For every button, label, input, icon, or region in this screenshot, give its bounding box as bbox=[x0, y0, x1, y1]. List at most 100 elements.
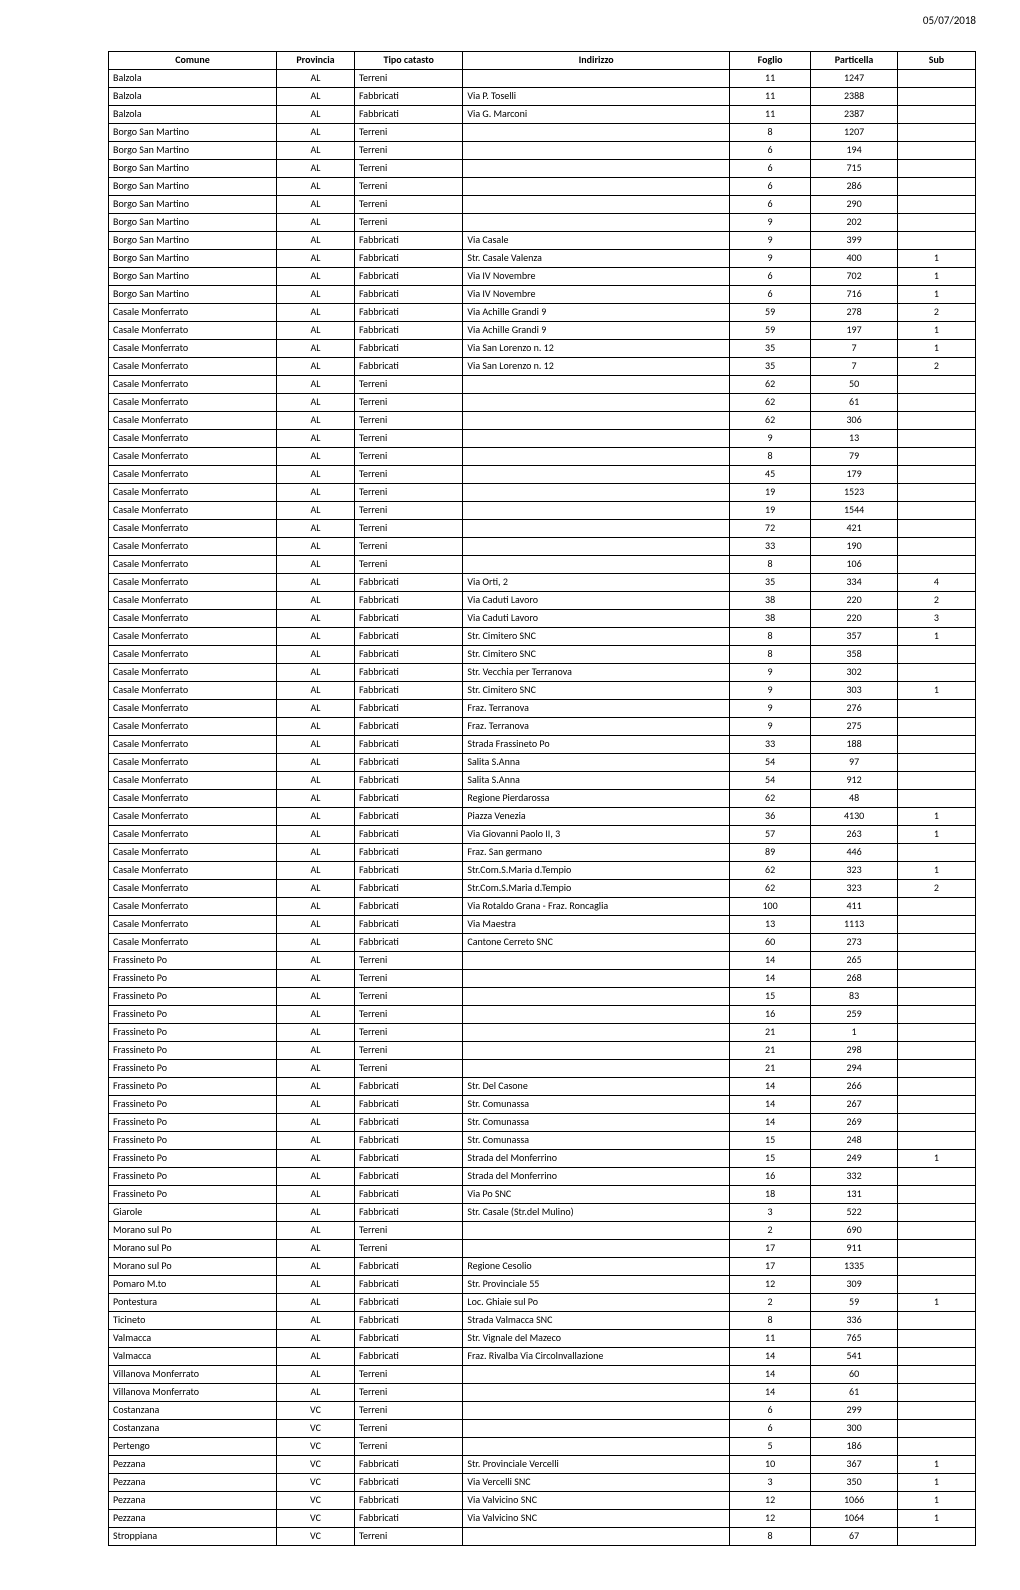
table-cell: 97 bbox=[811, 754, 898, 772]
table-cell bbox=[897, 1006, 975, 1024]
table-cell: Fraz. Terranova bbox=[463, 718, 730, 736]
table-cell: 61 bbox=[811, 1384, 898, 1402]
table-cell: 1544 bbox=[811, 502, 898, 520]
table-row: StroppianaVCTerreni867 bbox=[109, 1528, 976, 1546]
table-cell: 83 bbox=[811, 988, 898, 1006]
table-row: Casale MonferratoALFabbricatiVia San Lor… bbox=[109, 358, 976, 376]
table-cell: 10 bbox=[729, 1456, 810, 1474]
table-cell: Str. Casale Valenza bbox=[463, 250, 730, 268]
table-cell bbox=[897, 1132, 975, 1150]
table-cell bbox=[897, 1384, 975, 1402]
table-cell: 259 bbox=[811, 1006, 898, 1024]
table-cell: AL bbox=[276, 394, 354, 412]
table-cell: 13 bbox=[729, 916, 810, 934]
table-row: CostanzanaVCTerreni6299 bbox=[109, 1402, 976, 1420]
table-row: Frassineto PoALFabbricatiStrada del Monf… bbox=[109, 1150, 976, 1168]
table-cell: 446 bbox=[811, 844, 898, 862]
table-row: Casale MonferratoALFabbricatiVia Giovann… bbox=[109, 826, 976, 844]
table-cell: Fabbricati bbox=[354, 232, 462, 250]
table-cell: 1 bbox=[897, 826, 975, 844]
table-cell: 7 bbox=[811, 358, 898, 376]
table-cell: 9 bbox=[729, 250, 810, 268]
table-cell: 303 bbox=[811, 682, 898, 700]
table-row: Borgo San MartinoALTerreni6715 bbox=[109, 160, 976, 178]
table-cell: 1 bbox=[897, 808, 975, 826]
table-cell: VC bbox=[276, 1528, 354, 1546]
table-cell: 33 bbox=[729, 538, 810, 556]
table-cell: 38 bbox=[729, 592, 810, 610]
table-cell bbox=[897, 844, 975, 862]
table-cell: 220 bbox=[811, 610, 898, 628]
table-cell: Via Vercelli SNC bbox=[463, 1474, 730, 1492]
table-cell: AL bbox=[276, 106, 354, 124]
table-cell: Fabbricati bbox=[354, 1114, 462, 1132]
table-cell: 35 bbox=[729, 340, 810, 358]
table-cell: 263 bbox=[811, 826, 898, 844]
table-cell: 6 bbox=[729, 268, 810, 286]
table-cell bbox=[463, 196, 730, 214]
table-cell bbox=[897, 466, 975, 484]
table-cell: 248 bbox=[811, 1132, 898, 1150]
table-cell: VC bbox=[276, 1402, 354, 1420]
table-cell: AL bbox=[276, 142, 354, 160]
table-cell: Casale Monferrato bbox=[109, 880, 277, 898]
table-cell: Casale Monferrato bbox=[109, 916, 277, 934]
table-row: Borgo San MartinoALTerreni81207 bbox=[109, 124, 976, 142]
table-cell: Terreni bbox=[354, 1402, 462, 1420]
table-cell: Casale Monferrato bbox=[109, 466, 277, 484]
table-cell: Terreni bbox=[354, 394, 462, 412]
table-row: Casale MonferratoALFabbricatiStr. Cimite… bbox=[109, 682, 976, 700]
table-cell: Terreni bbox=[354, 952, 462, 970]
table-row: Casale MonferratoALFabbricatiStr. Vecchi… bbox=[109, 664, 976, 682]
table-row: Frassineto PoALFabbricatiStr. Comunassa1… bbox=[109, 1096, 976, 1114]
table-cell: Fabbricati bbox=[354, 772, 462, 790]
table-cell: Terreni bbox=[354, 412, 462, 430]
table-cell: 323 bbox=[811, 862, 898, 880]
table-cell: 522 bbox=[811, 1204, 898, 1222]
table-cell: 8 bbox=[729, 628, 810, 646]
table-cell: Casale Monferrato bbox=[109, 772, 277, 790]
table-row: Borgo San MartinoALTerreni6194 bbox=[109, 142, 976, 160]
table-cell: 2 bbox=[897, 358, 975, 376]
table-cell: Casale Monferrato bbox=[109, 448, 277, 466]
table-cell bbox=[463, 988, 730, 1006]
table-cell: 202 bbox=[811, 214, 898, 232]
table-cell: Terreni bbox=[354, 430, 462, 448]
table-cell: 16 bbox=[729, 1168, 810, 1186]
table-cell: 912 bbox=[811, 772, 898, 790]
table-cell: Frassineto Po bbox=[109, 1186, 277, 1204]
table-cell bbox=[463, 1006, 730, 1024]
table-cell: 421 bbox=[811, 520, 898, 538]
table-row: Casale MonferratoALFabbricatiCantone Cer… bbox=[109, 934, 976, 952]
table-cell: Casale Monferrato bbox=[109, 520, 277, 538]
table-cell: AL bbox=[276, 718, 354, 736]
table-cell: Valmacca bbox=[109, 1330, 277, 1348]
table-cell: Casale Monferrato bbox=[109, 502, 277, 520]
table-cell: Terreni bbox=[354, 124, 462, 142]
table-cell: Casale Monferrato bbox=[109, 394, 277, 412]
table-cell: Via Achille Grandi 9 bbox=[463, 322, 730, 340]
table-cell: 4130 bbox=[811, 808, 898, 826]
table-cell: 1 bbox=[897, 322, 975, 340]
table-cell: Terreni bbox=[354, 214, 462, 232]
table-cell bbox=[897, 1402, 975, 1420]
table-cell: Frassineto Po bbox=[109, 1042, 277, 1060]
table-cell bbox=[897, 772, 975, 790]
table-cell: 19 bbox=[729, 502, 810, 520]
table-cell: Villanova Monferrato bbox=[109, 1366, 277, 1384]
table-cell bbox=[463, 214, 730, 232]
table-cell: 399 bbox=[811, 232, 898, 250]
table-cell: Loc. Ghiaie sul Po bbox=[463, 1294, 730, 1312]
table-cell bbox=[897, 1168, 975, 1186]
table-cell: 9 bbox=[729, 214, 810, 232]
table-row: Morano sul PoALFabbricatiRegione Cesolio… bbox=[109, 1258, 976, 1276]
table-row: PezzanaVCFabbricatiStr. Provinciale Verc… bbox=[109, 1456, 976, 1474]
table-cell: Borgo San Martino bbox=[109, 124, 277, 142]
table-cell: Salita S.Anna bbox=[463, 754, 730, 772]
table-cell: Fabbricati bbox=[354, 592, 462, 610]
table-cell: Casale Monferrato bbox=[109, 484, 277, 502]
table-cell bbox=[463, 1402, 730, 1420]
table-cell bbox=[897, 1222, 975, 1240]
table-cell: 6 bbox=[729, 142, 810, 160]
table-cell: Strada Valmacca SNC bbox=[463, 1312, 730, 1330]
